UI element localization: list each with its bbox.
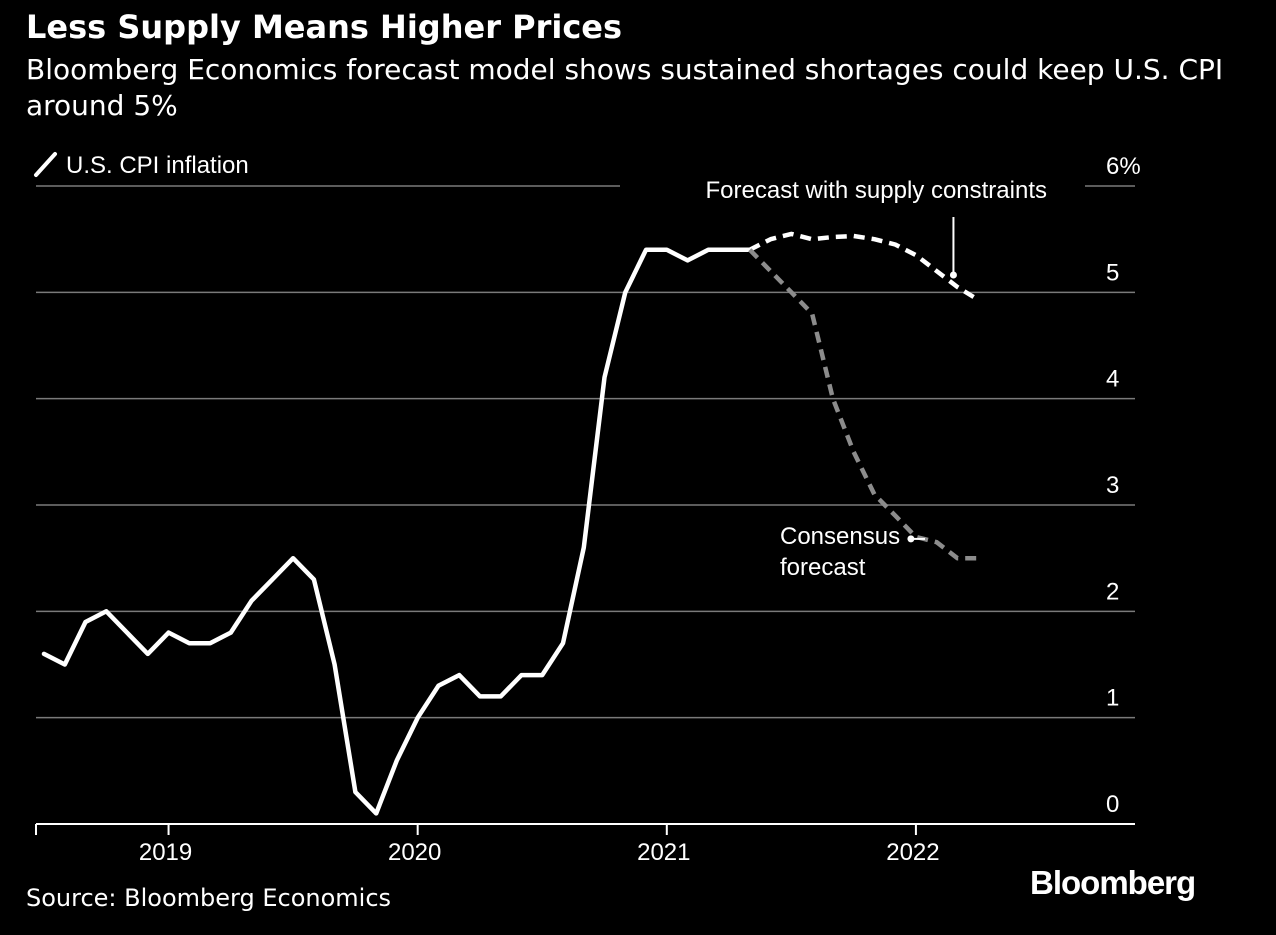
- x-axis: 2019 2020 2021 2022: [35, 823, 1135, 866]
- legend: U.S. CPI inflation: [34, 152, 249, 179]
- annotation-supply-constraints: Forecast with supply constraints: [706, 177, 1047, 204]
- series-lines: [41, 231, 980, 816]
- y-tick-label-5: 5: [1106, 259, 1119, 286]
- gridline-gap: [620, 183, 1085, 189]
- x-tick-label-2020: 2020: [388, 839, 441, 866]
- series-line-forecast-with-supply-constraints: [748, 231, 980, 302]
- annotation-consensus-line-2: forecast: [780, 554, 866, 581]
- series-line-u-s-cpi-inflation: [41, 247, 753, 816]
- x-tick-label-2021: 2021: [637, 839, 690, 866]
- y-tick-label-3: 3: [1106, 472, 1119, 499]
- x-tick-label-2022: 2022: [886, 839, 939, 866]
- source-note: Source: Bloomberg Economics: [26, 884, 392, 912]
- legend-swatch: [34, 152, 57, 177]
- bloomberg-logo: Bloomberg: [1030, 864, 1196, 901]
- annotation-supply-dot: [949, 271, 957, 279]
- annotation-consensus-line-1: Consensus: [780, 523, 900, 550]
- y-tick-label-1: 1: [1106, 685, 1119, 712]
- y-axis-labels: 0 1 2 3 4 5 6%: [1106, 153, 1141, 818]
- chart-subtitle: Bloomberg Economics forecast model shows…: [26, 53, 1224, 122]
- legend-label: U.S. CPI inflation: [66, 152, 249, 179]
- y-tick-label-6: 6%: [1106, 153, 1141, 180]
- series-line-consensus-forecast: [748, 248, 979, 561]
- y-tick-label-0: 0: [1106, 791, 1119, 818]
- annotation-consensus-dot: [907, 535, 915, 543]
- annotations: Forecast with supply constraints Consensu…: [706, 177, 1047, 581]
- x-tick-label-2019: 2019: [139, 839, 192, 866]
- y-tick-label-4: 4: [1106, 366, 1119, 393]
- gridlines: [36, 183, 1135, 719]
- chart-title: Less Supply Means Higher Prices: [26, 8, 623, 46]
- y-tick-label-2: 2: [1106, 578, 1119, 605]
